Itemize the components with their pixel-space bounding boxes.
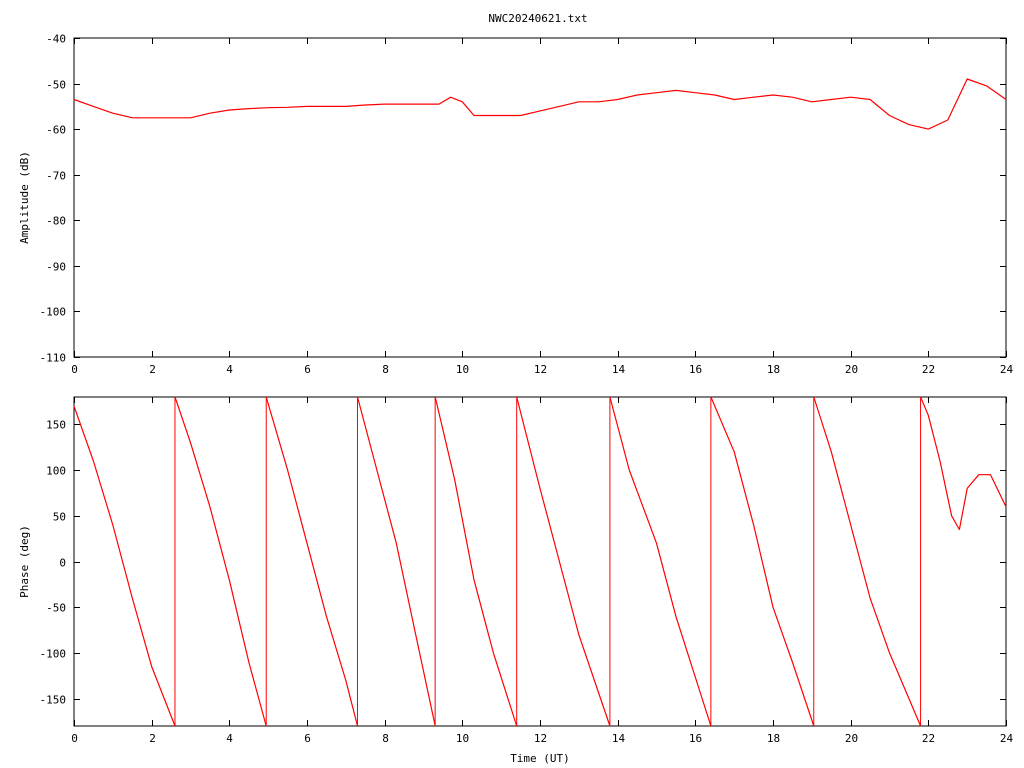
phase-y-tick-label: -150 bbox=[40, 694, 67, 707]
amplitude-x-tick-label: 4 bbox=[226, 363, 233, 376]
phase-x-tick-label: 20 bbox=[845, 732, 858, 745]
amplitude-x-tick-label: 12 bbox=[534, 363, 547, 376]
phase-trace-segment bbox=[356, 396, 436, 727]
amplitude-y-axis-label: Amplitude (dB) bbox=[18, 151, 31, 244]
phase-x-tick-label: 2 bbox=[149, 732, 156, 745]
phase-x-tick-label: 12 bbox=[534, 732, 547, 745]
phase-y-tick-label: 150 bbox=[46, 419, 66, 432]
phase-y-tick-label: 50 bbox=[53, 511, 66, 524]
chart-title: NWC20240621.txt bbox=[488, 12, 587, 25]
amplitude-x-tick-label: 18 bbox=[767, 363, 780, 376]
amplitude-panel: 0 2 4 6 8 10 12 14 16 18 20 22 24-110-100-90-80-70-6… bbox=[18, 33, 1013, 377]
phase-x-tick-label: 14 bbox=[612, 732, 626, 745]
amplitude-y-tick-label: -40 bbox=[46, 33, 66, 46]
phase-x-tick-label: 8 bbox=[382, 732, 389, 745]
amplitude-y-tick-label: -50 bbox=[46, 79, 66, 92]
phase-y-tick-label: 0 bbox=[59, 557, 66, 570]
amplitude-plot-frame bbox=[73, 37, 1007, 358]
phase-y-tick-label: -50 bbox=[46, 602, 66, 615]
phase-trace-segment bbox=[813, 396, 922, 727]
phase-y-axis-label: Phase (deg) bbox=[18, 525, 31, 598]
phase-x-tick-label: 18 bbox=[767, 732, 780, 745]
phase-x-tick-label: 22 bbox=[922, 732, 935, 745]
phase-y-tick-label: -100 bbox=[40, 648, 67, 661]
amplitude-y-tick-label: -90 bbox=[46, 261, 66, 274]
amplitude-x-tick-label: 10 bbox=[456, 363, 469, 376]
phase-panel: 0 2 4 6 8 10 12 14 16 18 20 22 24-150-100-5005010015… bbox=[18, 396, 1014, 765]
phase-trace-segment bbox=[265, 396, 359, 727]
phase-trace-segment bbox=[609, 396, 712, 727]
amplitude-y-tick-label: -60 bbox=[46, 124, 66, 137]
amplitude-y-tick-label: -100 bbox=[40, 306, 67, 319]
phase-x-tick-label: 0 bbox=[71, 732, 78, 745]
amplitude-x-tick-label: 22 bbox=[922, 363, 935, 376]
phase-y-tick-label: 100 bbox=[46, 465, 66, 478]
phase-x-tick-label: 6 bbox=[304, 732, 311, 745]
amplitude-x-tick-label: 2 bbox=[149, 363, 156, 376]
phase-x-tick-label: 10 bbox=[456, 732, 469, 745]
phase-trace-segment bbox=[174, 396, 267, 727]
phase-trace-segment bbox=[710, 396, 815, 727]
phase-x-axis-label: Time (UT) bbox=[510, 752, 570, 765]
phase-plot-frame bbox=[73, 396, 1007, 727]
phase-trace-segment bbox=[73, 405, 176, 727]
amplitude-x-tick-label: 24 bbox=[1000, 363, 1014, 376]
amplitude-trace-segment bbox=[73, 78, 1007, 130]
phase-x-tick-label: 16 bbox=[689, 732, 702, 745]
amplitude-y-tick-label: -110 bbox=[40, 352, 67, 365]
amplitude-x-tick-label: 20 bbox=[845, 363, 858, 376]
amplitude-x-tick-label: 14 bbox=[612, 363, 626, 376]
phase-x-tick-label: 24 bbox=[1000, 732, 1014, 745]
amplitude-x-tick-label: 8 bbox=[382, 363, 389, 376]
amplitude-x-tick-label: 6 bbox=[304, 363, 311, 376]
amplitude-y-tick-label: -80 bbox=[46, 215, 66, 228]
phase-x-tick-label: 4 bbox=[226, 732, 233, 745]
amplitude-x-tick-label: 0 bbox=[71, 363, 78, 376]
phase-trace-segment bbox=[516, 396, 611, 727]
amplitude-y-tick-label: -70 bbox=[46, 170, 66, 183]
amplitude-x-tick-label: 16 bbox=[689, 363, 702, 376]
phase-trace-segment bbox=[920, 396, 1007, 531]
phase-trace-segment bbox=[434, 396, 518, 727]
